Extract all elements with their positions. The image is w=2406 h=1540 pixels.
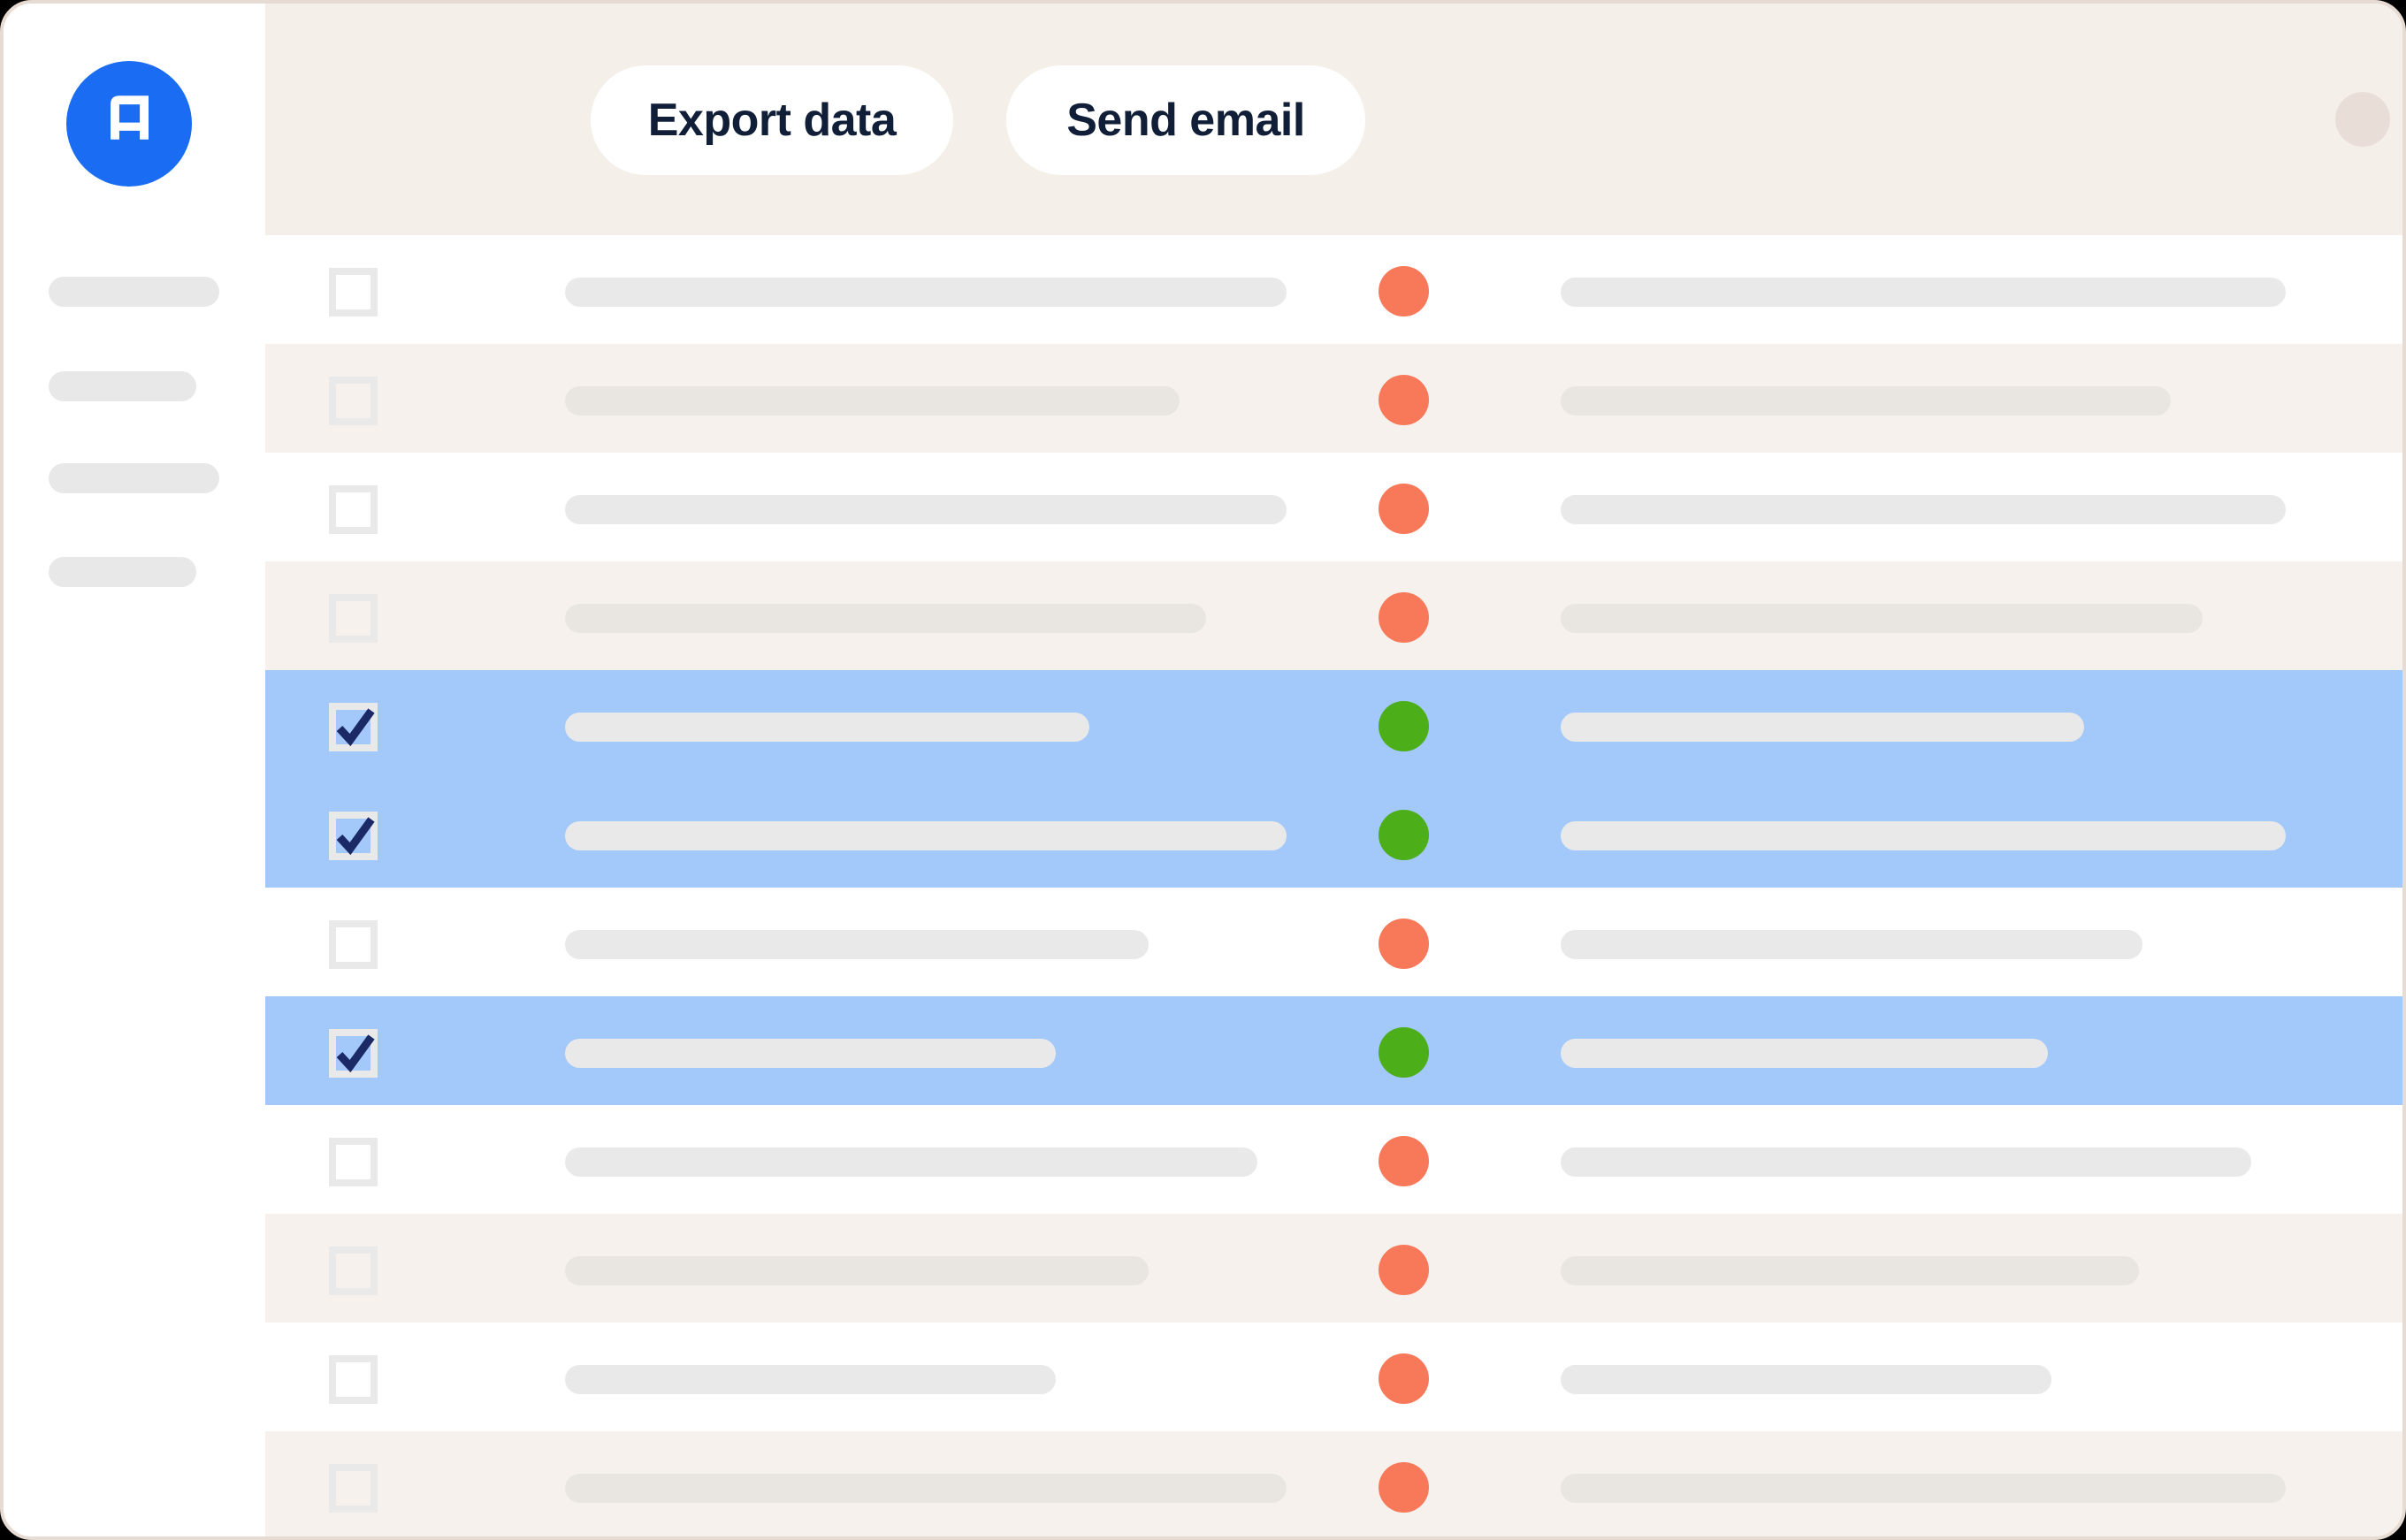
name-placeholder-bar <box>565 495 1287 524</box>
status-dot-ok <box>1379 1027 1429 1078</box>
table-row[interactable] <box>265 1323 2402 1431</box>
checkmark-icon <box>336 817 375 856</box>
table-row[interactable] <box>265 670 2402 779</box>
name-placeholder-bar <box>565 1256 1149 1285</box>
status-dot-alert <box>1379 1462 1429 1513</box>
value-placeholder-bar <box>1561 1147 2251 1177</box>
status-dot-alert <box>1379 1136 1429 1186</box>
value-placeholder-bar <box>1561 495 2286 524</box>
row-checkbox[interactable] <box>329 1464 378 1513</box>
value-placeholder-bar <box>1561 821 2286 850</box>
checkmark-icon <box>336 708 375 747</box>
name-placeholder-bar <box>565 386 1180 415</box>
sidebar-item-2[interactable] <box>49 371 196 401</box>
name-placeholder-bar <box>565 278 1287 307</box>
sidebar-item-3[interactable] <box>49 463 219 493</box>
sidebar <box>4 4 265 1536</box>
data-table <box>265 235 2402 1536</box>
logo-letter-a-icon <box>111 95 149 140</box>
row-checkbox[interactable] <box>329 377 378 425</box>
value-placeholder-bar <box>1561 1365 2051 1394</box>
send-email-button[interactable]: Send email <box>1006 65 1365 175</box>
export-data-button[interactable]: Export data <box>591 65 953 175</box>
table-row[interactable] <box>265 1431 2402 1536</box>
status-dot-ok <box>1379 810 1429 860</box>
status-dot-alert <box>1379 919 1429 969</box>
name-placeholder-bar <box>565 821 1287 850</box>
value-placeholder-bar <box>1561 1474 2286 1503</box>
row-checkbox[interactable] <box>329 1138 378 1186</box>
name-placeholder-bar <box>565 1365 1056 1394</box>
status-dot-alert <box>1379 266 1429 316</box>
row-checkbox-checked[interactable] <box>329 703 378 751</box>
sidebar-item-4[interactable] <box>49 557 196 587</box>
menu-dot-icon[interactable] <box>2335 92 2390 147</box>
value-placeholder-bar <box>1561 386 2171 415</box>
value-placeholder-bar <box>1561 278 2286 307</box>
table-row[interactable] <box>265 344 2402 453</box>
status-dot-alert <box>1379 1353 1429 1404</box>
row-checkbox-checked[interactable] <box>329 1029 378 1078</box>
row-checkbox-checked[interactable] <box>329 812 378 860</box>
row-checkbox[interactable] <box>329 1246 378 1295</box>
table-row[interactable] <box>265 561 2402 670</box>
value-placeholder-bar <box>1561 1039 2048 1068</box>
table-row[interactable] <box>265 1105 2402 1214</box>
app-logo <box>66 61 192 187</box>
table-row[interactable] <box>265 1214 2402 1323</box>
value-placeholder-bar <box>1561 1256 2139 1285</box>
table-row[interactable] <box>265 235 2402 344</box>
name-placeholder-bar <box>565 604 1206 633</box>
table-row[interactable] <box>265 996 2402 1105</box>
toolbar: Export data Send email <box>265 4 2402 235</box>
value-placeholder-bar <box>1561 604 2203 633</box>
status-dot-alert <box>1379 484 1429 534</box>
row-checkbox[interactable] <box>329 1355 378 1404</box>
row-checkbox[interactable] <box>329 594 378 643</box>
row-checkbox[interactable] <box>329 268 378 316</box>
table-row[interactable] <box>265 453 2402 561</box>
status-dot-ok <box>1379 701 1429 751</box>
name-placeholder-bar <box>565 1147 1257 1177</box>
name-placeholder-bar <box>565 1474 1287 1503</box>
name-placeholder-bar <box>565 930 1149 959</box>
value-placeholder-bar <box>1561 930 2142 959</box>
sidebar-item-1[interactable] <box>49 277 219 307</box>
value-placeholder-bar <box>1561 713 2084 742</box>
name-placeholder-bar <box>565 713 1089 742</box>
table-row[interactable] <box>265 888 2402 996</box>
name-placeholder-bar <box>565 1039 1056 1068</box>
status-dot-alert <box>1379 1245 1429 1295</box>
row-checkbox[interactable] <box>329 920 378 969</box>
row-checkbox[interactable] <box>329 485 378 534</box>
checkmark-icon <box>336 1034 375 1073</box>
status-dot-alert <box>1379 375 1429 425</box>
table-row[interactable] <box>265 779 2402 888</box>
status-dot-alert <box>1379 592 1429 643</box>
